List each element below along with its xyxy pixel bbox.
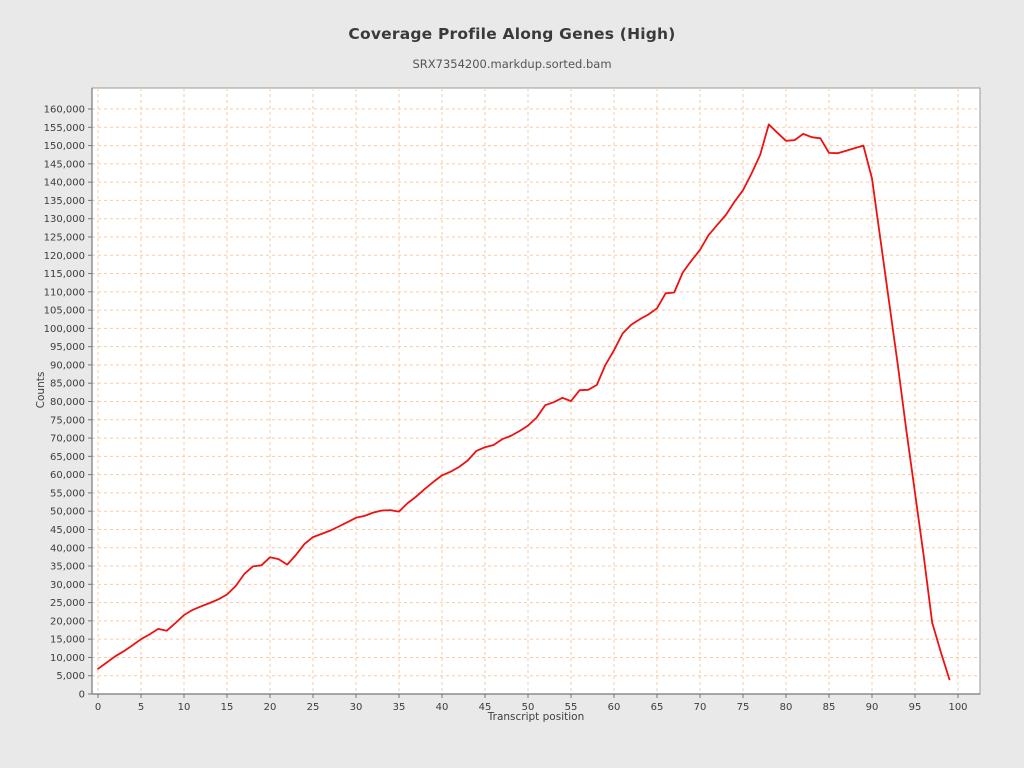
y-tick-label: 70,000 [50, 434, 85, 445]
y-tick-label: 15,000 [50, 635, 85, 646]
x-tick-label: 35 [393, 702, 406, 713]
y-tick-label: 50,000 [50, 507, 85, 518]
y-tick-label: 25,000 [50, 598, 85, 609]
y-tick-label: 55,000 [50, 488, 85, 499]
y-tick-label: 125,000 [44, 232, 85, 243]
x-tick-label: 0 [95, 702, 101, 713]
y-tick-label: 85,000 [50, 379, 85, 390]
x-tick-label: 40 [436, 702, 449, 713]
plot-background [91, 87, 981, 695]
y-tick-label: 65,000 [50, 452, 85, 463]
y-tick-label: 115,000 [44, 269, 85, 280]
x-tick-label: 55 [565, 702, 578, 713]
x-tick-label: 10 [178, 702, 191, 713]
y-tick-label: 95,000 [50, 342, 85, 353]
x-tick-label: 70 [694, 702, 707, 713]
x-tick-label: 80 [780, 702, 793, 713]
y-tick-label: 135,000 [44, 196, 85, 207]
y-tick-label: 35,000 [50, 562, 85, 573]
y-tick-label: 155,000 [44, 123, 85, 134]
axes [91, 88, 980, 695]
y-tick-label: 60,000 [50, 470, 85, 481]
x-tick-label: 20 [264, 702, 277, 713]
x-tick-label: 65 [651, 702, 664, 713]
y-tick-label: 150,000 [44, 141, 85, 152]
y-tick-label: 5,000 [56, 671, 85, 682]
y-tick-label: 45,000 [50, 525, 85, 536]
x-tick-label: 75 [737, 702, 750, 713]
x-tick-label: 60 [608, 702, 621, 713]
x-tick-label: 45 [479, 702, 492, 713]
y-tick-label: 100,000 [44, 324, 85, 335]
y-tick-label: 120,000 [44, 251, 85, 262]
y-tick-label: 90,000 [50, 360, 85, 371]
y-tick-label: 30,000 [50, 580, 85, 591]
x-tick-label: 85 [823, 702, 836, 713]
x-axis-title: Transcript position [487, 711, 585, 723]
tick-labels: 0 5,000 10,000 15,000 20,000 25,000 30,000 35,0… [44, 105, 968, 714]
chart-title: Coverage Profile Along Genes (High) [348, 25, 676, 43]
chart-subtitle: SRX7354200.markdup.sorted.bam [412, 57, 612, 71]
gridlines [92, 88, 980, 694]
y-tick-label: 20,000 [50, 616, 85, 627]
y-tick-label: 75,000 [50, 415, 85, 426]
y-tick-label: 0 [79, 690, 85, 701]
x-tick-label: 95 [909, 702, 922, 713]
x-tick-label: 90 [866, 702, 879, 713]
y-tick-label: 10,000 [50, 653, 85, 664]
x-tick-label: 50 [522, 702, 535, 713]
coverage-line [97, 123, 951, 681]
y-tick-label: 110,000 [44, 287, 85, 298]
y-tick-label: 145,000 [44, 159, 85, 170]
y-tick-label: 160,000 [44, 105, 85, 116]
tick-marks [88, 108, 959, 698]
x-tick-label: 30 [350, 702, 363, 713]
y-tick-label: 130,000 [44, 214, 85, 225]
y-tick-label: 40,000 [50, 543, 85, 554]
x-tick-label: 5 [138, 702, 144, 713]
x-tick-label: 100 [948, 702, 967, 713]
y-tick-label: 80,000 [50, 397, 85, 408]
x-tick-label: 25 [307, 702, 320, 713]
y-tick-label: 105,000 [44, 306, 85, 317]
x-tick-label: 15 [221, 702, 234, 713]
y-tick-label: 140,000 [44, 178, 85, 189]
